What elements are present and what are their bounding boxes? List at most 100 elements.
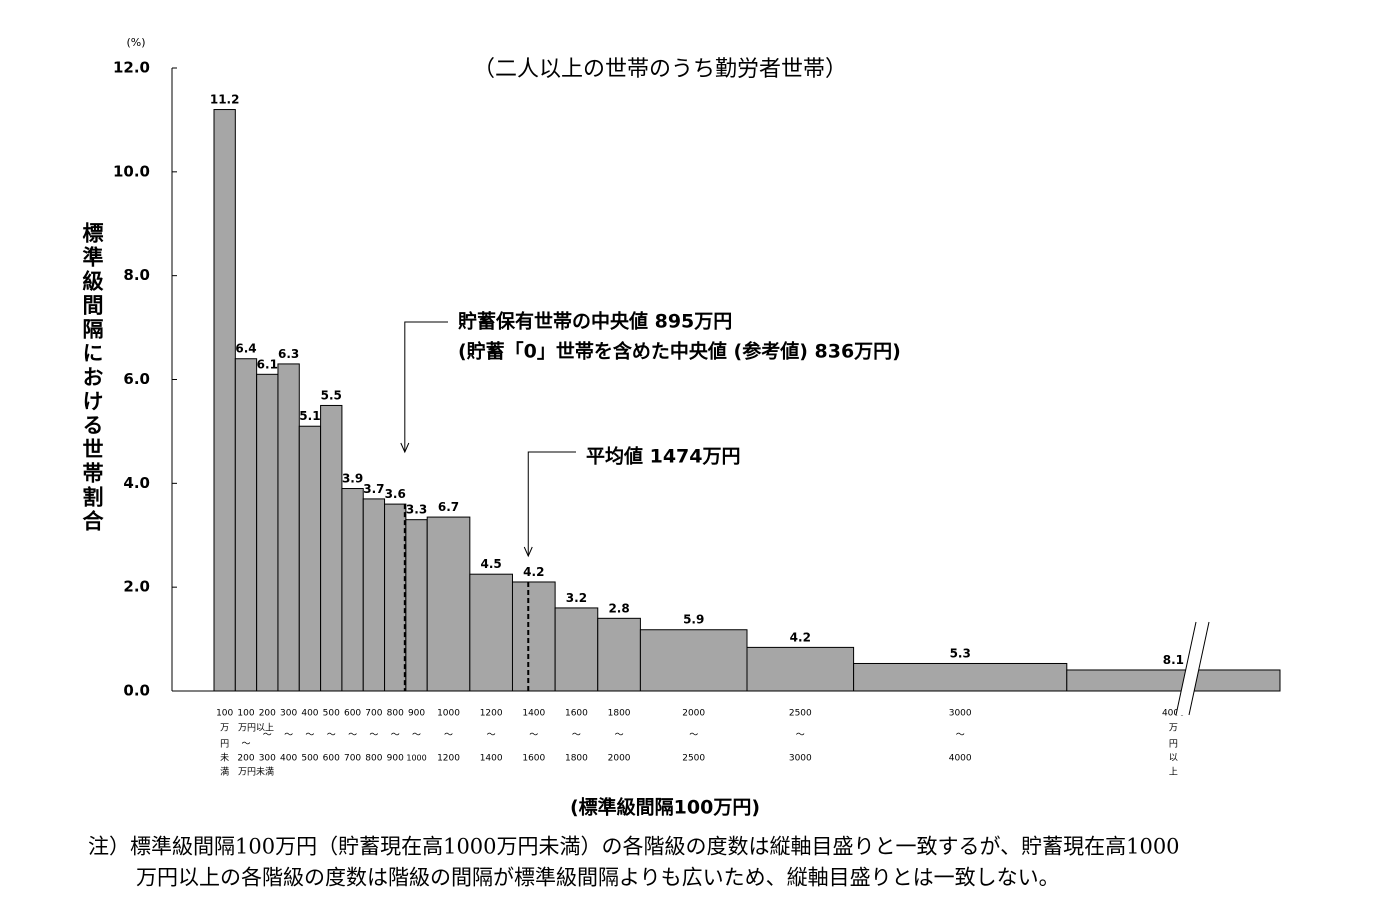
x-tick-label: 円 <box>220 739 229 750</box>
x-tick-label: 200 <box>237 754 254 764</box>
x-tick-label: 900 <box>408 709 425 719</box>
bar <box>597 617 641 692</box>
chart-title: （二人以上の世帯のうち勤労者世帯） <box>473 57 847 82</box>
value-label: 4.2 <box>790 630 811 644</box>
y-tick-label: 0.0 <box>123 682 150 700</box>
x-tick-label: 400 <box>301 709 318 719</box>
annotation-text: (貯蓄「0」世帯を含めた中央値 (参考値) 836万円) <box>458 340 901 363</box>
bar <box>320 404 343 692</box>
x-tick-label: 600 <box>323 754 340 764</box>
axis-break <box>1175 621 1197 716</box>
y-tick-label: 6.0 <box>123 370 150 388</box>
x-tick-label: 〜 <box>529 731 538 741</box>
x-tick-label: 2000 <box>682 709 705 719</box>
y-tick-label: 10.0 <box>113 162 150 180</box>
x-tick-label: 300 <box>280 709 297 719</box>
bar <box>853 662 1068 692</box>
x-tick-label: 3000 <box>789 754 812 764</box>
x-axis-title: (標準級間隔100万円) <box>570 796 760 819</box>
value-label: 2.8 <box>608 601 629 615</box>
x-tick-label: 万 <box>1169 724 1178 734</box>
value-label: 3.3 <box>406 503 427 517</box>
x-tick-label: 3000 <box>949 709 972 719</box>
x-tick-label: 1000 <box>437 709 460 719</box>
x-tick-label: 万円以上 <box>238 723 274 734</box>
y-tick-label: 4.0 <box>123 474 150 492</box>
x-tick-label: 〜 <box>305 731 314 741</box>
note: 万円以上の各階級の度数は階級の間隔が標準級間隔よりも広いため、縦軸目盛りとは一致… <box>136 866 1060 890</box>
value-label: 11.2 <box>210 93 240 107</box>
bar <box>341 488 364 692</box>
x-tick-label: 〜 <box>572 731 581 741</box>
x-tick-label: 〜 <box>369 731 378 741</box>
value-label: 3.7 <box>363 482 384 496</box>
x-tick-label: 500 <box>323 709 340 719</box>
bar <box>469 573 513 692</box>
x-tick-label: 100 <box>216 709 233 719</box>
bar <box>298 425 322 692</box>
x-tick-label: 〜 <box>348 731 357 741</box>
x-tick-label: 〜 <box>615 731 624 741</box>
bar <box>511 581 556 692</box>
bar <box>277 363 300 692</box>
x-tick-label: 〜 <box>487 731 496 741</box>
bar <box>234 358 258 692</box>
x-tick-label: 2500 <box>789 709 812 719</box>
value-label: 5.5 <box>321 388 342 402</box>
annotation-arrow <box>527 451 576 556</box>
x-tick-label: 300 <box>259 754 276 764</box>
x-tick-label: 200 <box>259 709 276 719</box>
x-tick-label: 700 <box>365 709 382 719</box>
value-label: 5.3 <box>950 646 971 660</box>
bar <box>362 498 386 692</box>
x-tick-label: 1600 <box>565 709 588 719</box>
annotation-arrow <box>404 321 448 452</box>
x-tick-label: 4000 <box>949 754 972 764</box>
y-tick-label: 2.0 <box>123 578 150 596</box>
x-tick-label: 1400 <box>480 754 503 764</box>
x-tick-label: 1600 <box>522 754 545 764</box>
x-tick-label: 満 <box>220 767 229 778</box>
y-axis-title: 標準級間隔における世帯割合 <box>80 221 104 534</box>
x-tick-label: 4000 <box>1162 709 1185 719</box>
bar <box>554 607 599 692</box>
x-tick-label: 〜 <box>391 731 400 741</box>
x-tick-label: 100 <box>237 709 254 719</box>
x-tick-label: 800 <box>387 709 404 719</box>
x-tick-label: 〜 <box>263 731 272 741</box>
bar <box>746 646 855 692</box>
x-tick-label: 700 <box>344 754 361 764</box>
value-label: 5.1 <box>299 409 320 423</box>
value-label: 4.5 <box>481 557 502 571</box>
x-tick-label: 900 <box>387 754 404 764</box>
x-tick-label: 以 <box>1169 754 1178 764</box>
x-tick-label: 万 <box>220 724 229 734</box>
axis-break <box>1188 621 1210 716</box>
bar <box>405 519 428 692</box>
value-label: 6.7 <box>438 500 459 514</box>
arrow-head <box>523 546 533 558</box>
note: 注）標準級間隔100万円（貯蓄現在高1000万円未満）の各階級の度数は縦軸目盛り… <box>88 835 1180 859</box>
y-tick-label: 8.0 <box>123 266 150 284</box>
x-tick-label: 800 <box>365 754 382 764</box>
value-label: 6.3 <box>278 347 299 361</box>
x-tick-label: 円 <box>1169 739 1178 750</box>
x-tick-label: 1800 <box>565 754 588 764</box>
x-tick-label: 2500 <box>682 754 705 764</box>
x-tick-label: 2000 <box>608 754 631 764</box>
bar <box>384 503 407 692</box>
bar <box>639 629 748 692</box>
x-tick-label: 〜 <box>796 731 805 741</box>
x-tick-label: 万円未満 <box>238 766 274 778</box>
bar <box>1066 669 1281 692</box>
arrow-head <box>400 442 410 454</box>
x-tick-label: 〜 <box>444 731 453 741</box>
x-tick-label: 1800 <box>608 709 631 719</box>
x-tick-label: 〜 <box>689 731 698 741</box>
x-tick-label: 1000 <box>406 754 426 763</box>
bar <box>256 373 279 692</box>
x-tick-label: 1200 <box>480 709 503 719</box>
x-tick-label: 1200 <box>437 754 460 764</box>
x-tick-label: 〜 <box>412 731 421 741</box>
